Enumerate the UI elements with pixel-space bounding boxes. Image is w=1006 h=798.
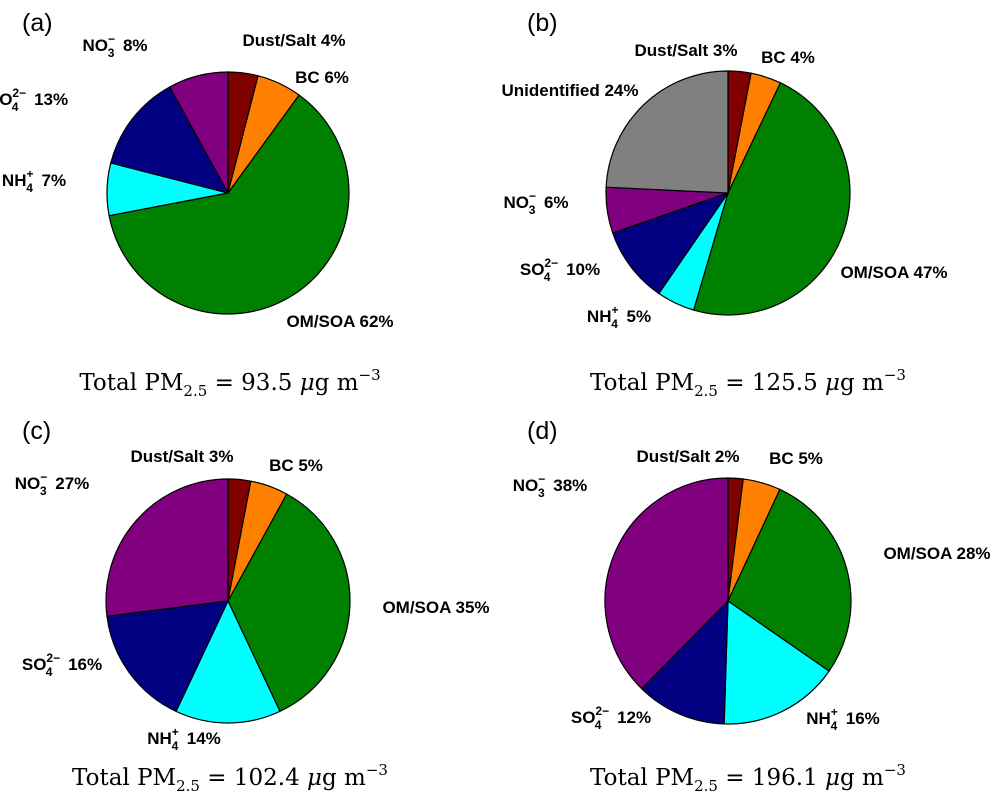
total-pm25-caption: Total PM2.5 = 102.4 μg m−3 [72, 761, 388, 795]
slice-label-om-soa: OM/SOA 28% [883, 544, 990, 563]
slice-label-nh4: NH+ 4 7% [2, 167, 66, 195]
slice-label-dust-salt: Dust/Salt 2% [637, 447, 740, 466]
pie-slice-so4 [640, 599, 729, 725]
slice-label-so4: SO2− 4 16% [22, 651, 102, 679]
slice-label-bc: BC 4% [761, 48, 815, 67]
panel-letter: (a) [22, 9, 53, 37]
slice-label-no3: NO− 3 38% [513, 472, 588, 500]
pie-slice-no3 [604, 477, 729, 690]
pie-panel-3: Dust/Salt 3% BC 5% OM/SOA 35% NH+ 4 14% SO2− 4 1… [15, 417, 490, 795]
pie-slice-so4 [611, 191, 730, 295]
pie-slice-nh4 [723, 599, 830, 725]
slice-label-nh4: NH+ 4 14% [147, 725, 221, 753]
panel-letter: (c) [22, 417, 51, 445]
pie-slice-so4 [110, 86, 230, 194]
slice-label-unidentified: Unidentified 24% [502, 81, 639, 100]
slice-label-bc: BC 6% [295, 68, 349, 87]
total-pm25-caption: Total PM2.5 = 196.1 μg m−3 [590, 761, 906, 795]
total-pm25-caption: Total PM2.5 = 93.5 μg m−3 [79, 366, 380, 400]
pie-slice-nh4 [175, 599, 281, 724]
pie-slice-so4 [106, 600, 230, 713]
slice-label-dust-salt: Dust/Salt 3% [635, 41, 738, 60]
panel-letter: (d) [527, 417, 558, 445]
panel-letter: (b) [527, 9, 558, 37]
slice-label-om-soa: OM/SOA 62% [286, 312, 393, 331]
slice-label-nh4: NH+ 4 16% [806, 705, 880, 733]
pie-slice-om-soa [227, 493, 351, 713]
slice-label-om-soa: OM/SOA 47% [840, 263, 947, 282]
pie-slice-om-soa [727, 488, 852, 672]
pie-slice-no3 [168, 71, 229, 194]
slice-label-so4: SO2− 4 12% [571, 704, 651, 732]
pie-panel-4: Dust/Salt 2% BC 5% OM/SOA 28% NH+ 4 16% SO2− 4 1… [513, 417, 991, 795]
total-pm25-caption: Total PM2.5 = 125.5 μg m−3 [590, 366, 906, 400]
pie-slice-om-soa [108, 94, 350, 315]
pie-panel-2: Dust/Salt 3% BC 4% OM/SOA 47% NH+ 4 5% SO2− 4 10… [502, 9, 948, 400]
slice-label-bc: BC 5% [769, 449, 823, 468]
pie-slice-no3 [105, 478, 229, 617]
slice-label-nh4: NH+ 4 5% [587, 303, 651, 331]
slice-label-dust-salt: Dust/Salt 3% [131, 447, 234, 466]
slice-label-so4: SO2− 4 10% [520, 256, 600, 284]
slice-label-no3: NO− 3 27% [15, 470, 90, 498]
pie-panel-1: Dust/Salt 4% BC 6% OM/SOA 62% NH+47% SO2−413… [0, 9, 394, 400]
slice-label-so4: SO2−413% [0, 86, 68, 114]
slice-label-om-soa: OM/SOA 35% [382, 598, 489, 617]
slice-label-dust-salt: Dust/Salt 4% [243, 31, 346, 50]
pie-slice-om-soa [692, 82, 851, 316]
slice-label-no3: NO− 3 6% [503, 189, 568, 217]
slice-label-no3: NO− 3 8% [82, 32, 147, 60]
slice-label-bc: BC 5% [269, 456, 323, 475]
pie-slice-unidentified [605, 70, 729, 194]
